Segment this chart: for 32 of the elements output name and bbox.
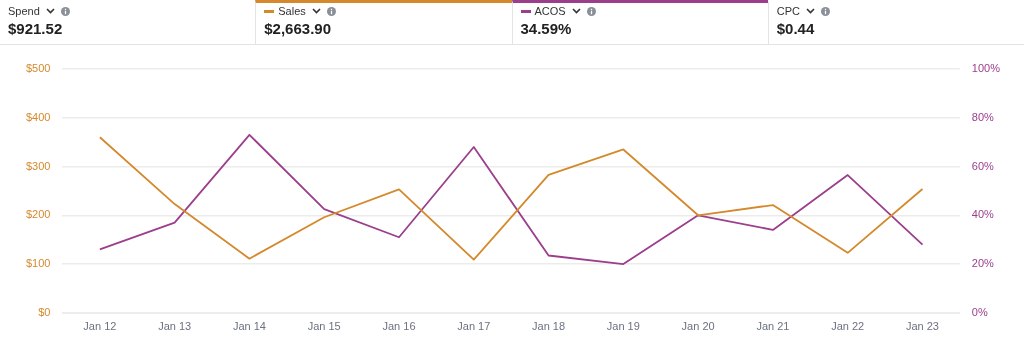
y2-tick-label: 100% bbox=[971, 62, 1001, 75]
legend-label: Sales bbox=[278, 5, 306, 17]
text: $0.44 bbox=[776, 20, 816, 37]
y2-tick-label: 80% bbox=[971, 110, 995, 123]
x-tick-label: Jan 17 bbox=[457, 320, 491, 333]
x-tick-label: Jan 16 bbox=[382, 320, 416, 333]
y2-tick-label: 0% bbox=[971, 305, 988, 318]
x-tick-label: Jan 14 bbox=[232, 320, 266, 333]
y-tick-label: $0 bbox=[38, 305, 51, 318]
text: $2,663.90 bbox=[264, 20, 332, 37]
x-tick-label: Jan 21 bbox=[756, 320, 790, 333]
x-tick-label: Jan 18 bbox=[532, 320, 566, 333]
y2-tick-label: 20% bbox=[971, 257, 995, 270]
legend-label: ACOS bbox=[534, 5, 566, 17]
y-tick-label: $300 bbox=[25, 159, 51, 172]
y2-tick-label: 60% bbox=[971, 159, 995, 172]
y-tick-label: $200 bbox=[25, 208, 51, 221]
x-tick-label: Jan 23 bbox=[905, 320, 939, 333]
text: $921.52 bbox=[8, 20, 64, 37]
x-tick-label: Jan 22 bbox=[831, 320, 865, 333]
y-tick-label: $400 bbox=[25, 110, 51, 123]
x-tick-label: Jan 20 bbox=[681, 320, 715, 333]
y2-tick-label: 40% bbox=[971, 208, 995, 221]
x-tick-label: Jan 19 bbox=[606, 320, 640, 333]
x-tick-label: Jan 12 bbox=[83, 320, 117, 333]
y-tick-label: $500 bbox=[25, 62, 51, 75]
x-tick-label: Jan 15 bbox=[307, 320, 341, 333]
text: 34.59% bbox=[520, 20, 573, 37]
x-tick-label: Jan 13 bbox=[158, 320, 192, 333]
y-tick-label: $100 bbox=[25, 257, 51, 270]
text: CPC bbox=[776, 5, 800, 17]
text: Spend bbox=[8, 5, 40, 17]
